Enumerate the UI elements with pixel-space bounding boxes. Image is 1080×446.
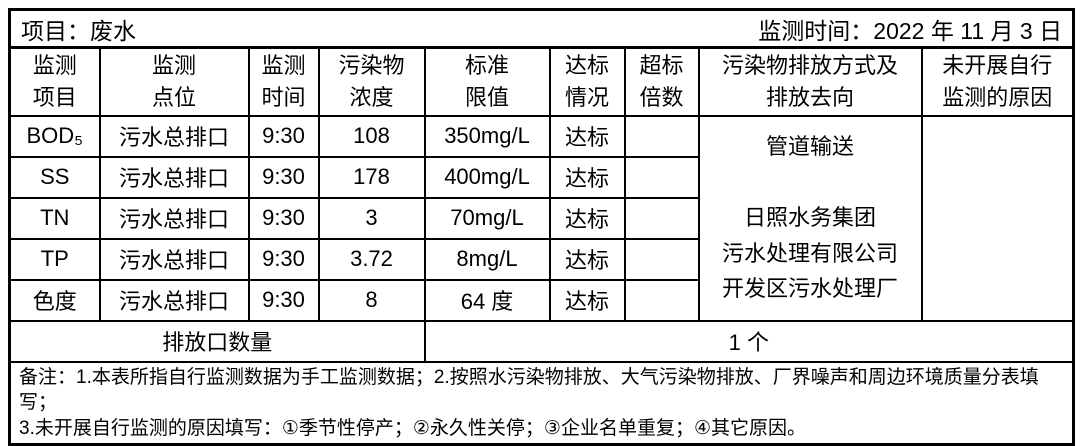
header-monitor-point: 监测 点位	[98, 46, 250, 117]
table-header-row: 监测 项目 监测 点位 监测 时间 污染物 浓度 标准 限值 达标 情况 超标 …	[8, 46, 1075, 117]
outlet-count-value: 1 个	[423, 319, 1075, 363]
cell-time: 9:30	[247, 155, 320, 199]
project-label: 项目：废水	[21, 17, 136, 44]
report-page: 项目：废水 监测时间：2022 年 11 月 3 日 监测 项目 监测 点位 监…	[8, 8, 1076, 446]
title-row: 项目：废水 监测时间：2022 年 11 月 3 日	[8, 8, 1075, 49]
header-monitor-item: 监测 项目	[8, 46, 101, 117]
cell-exceed	[623, 196, 700, 240]
outlet-count-label: 排放口数量	[8, 319, 426, 363]
cell-status: 达标	[548, 237, 626, 281]
cell-concentration: 3	[317, 196, 426, 240]
cell-concentration: 178	[317, 155, 426, 199]
cell-exceed	[623, 237, 700, 281]
cell-status: 达标	[548, 114, 626, 158]
cell-limit: 400mg/L	[423, 155, 551, 199]
cell-time: 9:30	[247, 237, 320, 281]
header-compliance-status: 达标 情况	[548, 46, 626, 117]
cell-item: BOD₅	[8, 114, 101, 158]
cell-no-monitoring-reason	[920, 114, 1075, 322]
cell-exceed	[623, 114, 700, 158]
notes-text: 备注：1.本表所指自行监测数据为手工监测数据；2.按照水污染物排放、大气污染物排…	[8, 360, 1075, 446]
cell-item: TP	[8, 237, 101, 281]
cell-limit: 70mg/L	[423, 196, 551, 240]
cell-point: 污水总排口	[98, 155, 250, 199]
cell-status: 达标	[548, 278, 626, 322]
cell-concentration: 108	[317, 114, 426, 158]
table-row: BOD₅ 污水总排口 9:30 108 350mg/L 达标 管道输送 日照水务…	[8, 114, 1075, 322]
cell-point: 污水总排口	[98, 237, 250, 281]
cell-exceed	[623, 278, 700, 322]
notes-row: 备注：1.本表所指自行监测数据为手工监测数据；2.按照水污染物排放、大气污染物排…	[8, 360, 1075, 446]
table-row: TN 污水总排口 9:30 3 70mg/L 达标	[8, 196, 1074, 240]
cell-exceed	[623, 155, 700, 199]
cell-point: 污水总排口	[98, 196, 250, 240]
cell-limit: 64 度	[423, 278, 551, 322]
table-row: SS 污水总排口 9:30 178 400mg/L 达标	[8, 155, 1074, 199]
table-row: 色度 污水总排口 9:30 8 64 度 达标	[8, 278, 1074, 322]
cell-status: 达标	[548, 155, 626, 199]
cell-item: SS	[8, 155, 101, 199]
monitor-time-label: 监测时间：2022 年 11 月 3 日	[758, 17, 1063, 44]
header-pollutant-concentration: 污染物 浓度	[317, 46, 426, 117]
outlet-count-row: 排放口数量 1 个	[8, 319, 1075, 363]
cell-item: 色度	[8, 278, 101, 322]
cell-item: TN	[8, 196, 101, 240]
header-monitor-time: 监测 时间	[247, 46, 320, 117]
cell-limit: 350mg/L	[423, 114, 551, 158]
cell-limit: 8mg/L	[423, 237, 551, 281]
cell-point: 污水总排口	[98, 278, 250, 322]
cell-status: 达标	[548, 196, 626, 240]
header-exceed-multiple: 超标 倍数	[623, 46, 700, 117]
header-discharge-method: 污染物排放方式及 排放去向	[697, 46, 923, 117]
header-no-monitoring-reason: 未开展自行 监测的原因	[920, 46, 1075, 117]
table-row: TP 污水总排口 9:30 3.72 8mg/L 达标	[8, 237, 1074, 281]
cell-concentration: 3.72	[317, 237, 426, 281]
cell-concentration: 8	[317, 278, 426, 322]
cell-point: 污水总排口	[98, 114, 250, 158]
wastewater-monitoring-table: 项目：废水 监测时间：2022 年 11 月 3 日 监测 项目 监测 点位 监…	[8, 8, 1076, 446]
cell-time: 9:30	[247, 196, 320, 240]
cell-time: 9:30	[247, 278, 320, 322]
cell-discharge-method: 管道输送 日照水务集团 污水处理有限公司 开发区污水处理厂	[697, 114, 923, 322]
header-standard-limit: 标准 限值	[423, 46, 551, 117]
cell-time: 9:30	[247, 114, 320, 158]
